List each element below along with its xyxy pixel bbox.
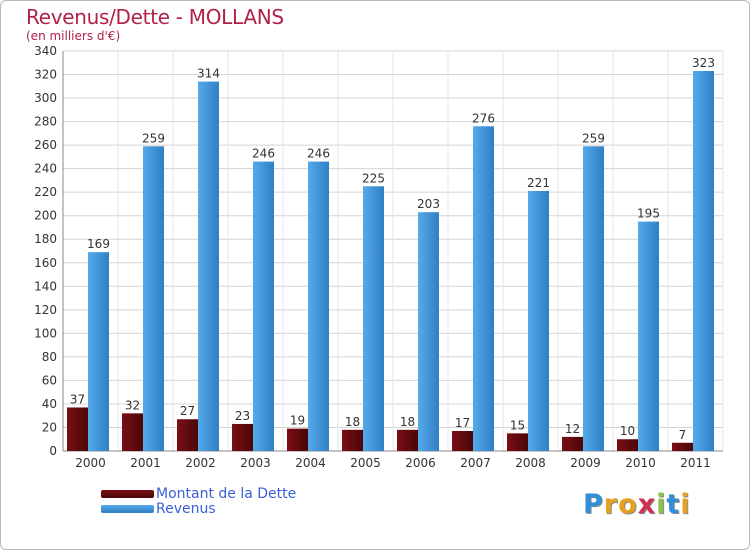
data-label-debt: 15 [510,418,525,432]
legend-swatch-revenue [101,505,154,513]
data-label-debt: 17 [455,416,470,430]
logo-letter: o [618,489,638,520]
bar-revenue [363,186,384,451]
bar-revenue [88,252,109,451]
y-tick-label: 340 [34,44,57,58]
y-tick-label: 120 [34,303,57,317]
logo-letter: t [666,489,681,520]
data-label-revenue: 323 [692,56,715,70]
y-tick-label: 180 [34,232,57,246]
bar-revenue [693,71,714,451]
data-label-revenue: 225 [362,171,385,185]
bar-debt [342,429,363,451]
data-label-revenue: 259 [582,131,605,145]
x-tick-label: 2004 [295,456,326,470]
proxiti-logo: Proxiti [583,489,691,520]
y-tick-label: 320 [34,68,57,82]
y-tick-label: 140 [34,279,57,293]
x-tick-label: 2002 [185,456,216,470]
data-label-debt: 18 [400,415,415,429]
logo-letter: i [680,489,691,520]
chart-subtitle: (en milliers d'€) [26,29,121,43]
bar-revenue [198,81,219,452]
x-tick-label: 2008 [515,456,546,470]
y-tick-label: 200 [34,209,57,223]
bar-revenue [583,146,604,451]
data-label-debt: 37 [70,392,85,406]
y-tick-label: 160 [34,256,57,270]
data-label-revenue: 203 [417,197,440,211]
data-label-revenue: 195 [637,207,660,221]
logo-letter: P [583,489,604,520]
bar-debt [672,442,693,451]
bar-revenue [308,161,329,451]
bar-debt [562,436,583,451]
data-label-revenue: 246 [252,147,275,161]
chart-title: Revenus/Dette - MOLLANS [26,5,284,29]
x-tick-label: 2003 [240,456,271,470]
bar-revenue [473,126,494,451]
x-tick-label: 2011 [680,456,711,470]
data-label-revenue: 169 [87,237,110,251]
data-label-debt: 18 [345,415,360,429]
legend-label-debt: Montant de la Dette [156,486,297,502]
x-tick-label: 2007 [460,456,491,470]
data-label-debt: 32 [125,398,140,412]
x-tick-label: 2006 [405,456,436,470]
y-tick-label: 60 [42,373,57,387]
bar-revenue [418,212,439,451]
bar-debt [397,429,418,451]
bar-revenue [253,161,274,451]
y-tick-label: 80 [42,350,57,364]
bar-debt [122,413,143,451]
bar-debt [507,433,528,451]
bar-debt [287,428,308,451]
y-tick-label: 240 [34,162,57,176]
y-tick-label: 100 [34,326,57,340]
y-tick-label: 40 [42,397,57,411]
x-tick-label: 2001 [130,456,161,470]
y-tick-label: 260 [34,138,57,152]
data-label-debt: 7 [679,428,687,442]
data-label-revenue: 259 [142,131,165,145]
logo-letter: x [637,489,657,520]
data-label-debt: 10 [620,424,635,438]
y-tick-label: 280 [34,115,57,129]
legend-label-revenue: Revenus [156,501,216,517]
bar-debt [177,419,198,451]
bar-debt [232,423,253,451]
data-label-debt: 27 [180,404,195,418]
bar-debt [452,431,473,451]
data-label-revenue: 221 [527,176,550,190]
y-tick-label: 300 [34,91,57,105]
bar-debt [617,439,638,451]
logo-letter: r [603,489,619,520]
data-label-revenue: 276 [472,111,495,125]
data-label-debt: 19 [290,414,305,428]
y-tick-label: 0 [49,444,57,458]
bar-revenue [638,221,659,451]
x-tick-label: 2009 [570,456,601,470]
y-tick-label: 220 [34,185,57,199]
x-tick-label: 2010 [625,456,656,470]
bar-revenue [528,191,549,451]
x-tick-label: 2000 [75,456,106,470]
x-tick-label: 2005 [350,456,381,470]
data-label-debt: 12 [565,422,580,436]
y-tick-label: 20 [42,420,57,434]
bar-revenue [143,146,164,451]
data-label-revenue: 314 [197,67,220,81]
data-label-revenue: 246 [307,147,330,161]
logo-letter: i [656,489,667,520]
bar-debt [67,407,88,451]
data-label-debt: 23 [235,409,250,423]
legend-swatch-debt [101,490,154,498]
